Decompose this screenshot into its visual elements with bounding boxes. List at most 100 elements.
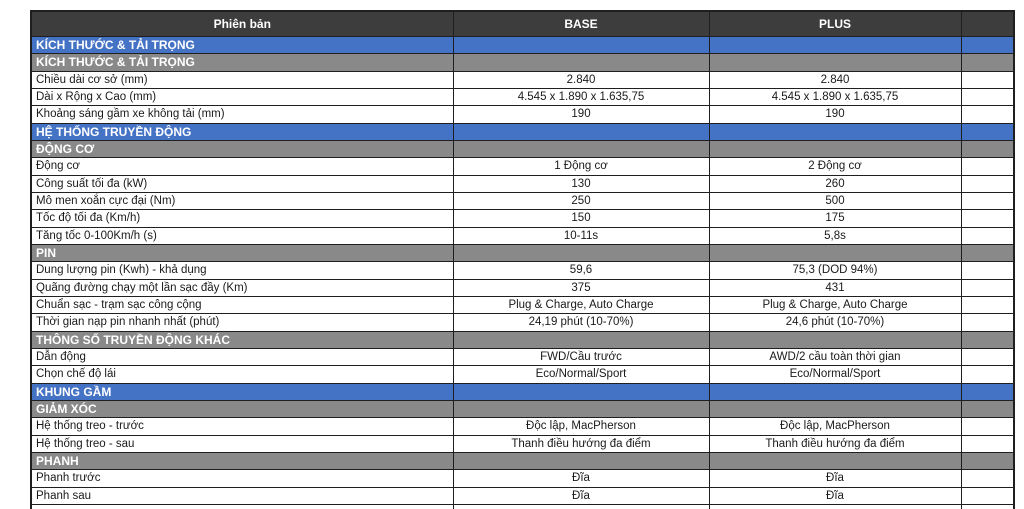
section-fill-cell [452, 382, 710, 401]
base-value-cell: 10-11s [452, 226, 710, 245]
section-fill-cell [708, 243, 962, 263]
plus-value-cell: 24,6 phút (10-70%) [708, 313, 962, 332]
spec-label-cell: Hệ thống treo - sau [30, 434, 454, 453]
extra-cell [960, 209, 1015, 228]
extra-cell [960, 87, 1015, 107]
header-base-cell: BASE [452, 10, 710, 37]
section-fill-cell [960, 382, 1015, 401]
section-fill-cell [708, 382, 962, 401]
spec-table-header: Phiên bản BASE PLUS [30, 10, 1015, 37]
spec-table-body: KÍCH THƯỚC & TẢI TRỌNG KÍCH THƯỚC & TẢI T… [30, 35, 1015, 509]
section-fill-cell [708, 451, 962, 471]
base-value-cell: 190 [452, 105, 710, 124]
spec-row: Tăng tốc 0-100Km/h (s) 10-11s 5,8s [30, 226, 1015, 245]
plus-value-cell: 190 [708, 105, 962, 124]
extra-cell [960, 417, 1015, 436]
spec-row: Chuẩn sạc - trạm sạc công cộng Plug & Cha… [30, 295, 1015, 315]
spec-label-cell: Dung lượng pin (Kwh) - khả dụng [30, 261, 454, 280]
header-extra-cell [960, 10, 1015, 37]
extra-cell [960, 157, 1015, 176]
base-value-cell: Eco/Normal/Sport [452, 365, 710, 384]
section-label-cell: KÍCH THƯỚC & TẢI TRỌNG [30, 53, 454, 72]
base-value-cell [452, 503, 710, 509]
spec-label-cell: Mô men xoắn cực đại (Nm) [30, 191, 454, 211]
spec-row: Dài x Rộng x Cao (mm) 4.545 x 1.890 x 1.6… [30, 87, 1015, 107]
section-fill-cell [960, 399, 1015, 419]
base-value-cell: 1 Động cơ [452, 157, 710, 176]
plus-value-cell: 4.545 x 1.890 x 1.635,75 [708, 87, 962, 107]
spec-label-cell: Công suất tối đa (kW) [30, 174, 454, 193]
plus-value-cell: 500 [708, 191, 962, 211]
spec-row [30, 503, 1015, 509]
section-fill-cell [960, 53, 1015, 72]
spec-label-cell: Chiều dài cơ sở (mm) [30, 70, 454, 89]
spec-row: Động cơ 1 Động cơ 2 Động cơ [30, 157, 1015, 176]
header-plus-cell: PLUS [708, 10, 962, 37]
spec-row: Công suất tối đa (kW) 130 260 [30, 174, 1015, 193]
section-row: THÔNG SỐ TRUYỀN ĐỘNG KHÁC [30, 330, 1015, 349]
spec-label-cell: Tăng tốc 0-100Km/h (s) [30, 226, 454, 245]
spec-row: Hệ thống treo - sau Thanh điều hướng đa đ… [30, 434, 1015, 453]
base-value-cell: 4.545 x 1.890 x 1.635,75 [452, 87, 710, 107]
spec-row: Mô men xoắn cực đại (Nm) 250 500 [30, 191, 1015, 211]
section-label-cell: HỆ THỐNG TRUYỀN ĐỘNG [30, 122, 454, 141]
spec-label-cell: Quãng đường chạy một lần sạc đầy (Km) [30, 278, 454, 297]
base-value-cell: 24,19 phút (10-70%) [452, 313, 710, 332]
section-fill-cell [960, 330, 1015, 349]
spec-row: Dung lượng pin (Kwh) - khả dụng 59,6 75,3 … [30, 261, 1015, 280]
section-fill-cell [708, 330, 962, 349]
section-fill-cell [452, 399, 710, 419]
plus-value-cell: Đĩa [708, 469, 962, 488]
section-fill-cell [960, 139, 1015, 159]
spec-label-cell: Tốc độ tối đa (Km/h) [30, 209, 454, 228]
extra-cell [960, 486, 1015, 505]
extra-cell [960, 503, 1015, 509]
section-fill-cell [452, 122, 710, 141]
plus-value-cell: 75,3 (DOD 94%) [708, 261, 962, 280]
base-value-cell: 150 [452, 209, 710, 228]
section-fill-cell [960, 451, 1015, 471]
spec-row: Khoảng sáng gầm xe không tải (mm) 190 190 [30, 105, 1015, 124]
spec-label-cell: Hệ thống treo - trước [30, 417, 454, 436]
plus-value-cell: Eco/Normal/Sport [708, 365, 962, 384]
spec-row: Phanh sau Đĩa Đĩa [30, 486, 1015, 505]
plus-value-cell: 5,8s [708, 226, 962, 245]
spec-row: Quãng đường chạy một lần sạc đầy (Km) 375… [30, 278, 1015, 297]
extra-cell [960, 365, 1015, 384]
plus-value-cell: Đĩa [708, 486, 962, 505]
spec-label-cell: Phanh trước [30, 469, 454, 488]
section-label-cell: KÍCH THƯỚC & TẢI TRỌNG [30, 35, 454, 55]
section-fill-cell [452, 139, 710, 159]
plus-value-cell: Thanh điều hướng đa điểm [708, 434, 962, 453]
extra-cell [960, 105, 1015, 124]
extra-cell [960, 347, 1015, 367]
plus-value-cell [708, 503, 962, 509]
section-label-cell: THÔNG SỐ TRUYỀN ĐỘNG KHÁC [30, 330, 454, 349]
section-row: GIẢM XÓC [30, 399, 1015, 419]
spec-label-cell: Thời gian nạp pin nhanh nhất (phút) [30, 313, 454, 332]
base-value-cell: Đĩa [452, 486, 710, 505]
section-fill-cell [452, 35, 710, 55]
section-row: PIN [30, 243, 1015, 263]
plus-value-cell: 2.840 [708, 70, 962, 89]
spec-row: Chọn chế độ lái Eco/Normal/Sport Eco/Norma… [30, 365, 1015, 384]
section-fill-cell [452, 451, 710, 471]
section-label-cell: KHUNG GẦM [30, 382, 454, 401]
base-value-cell: Độc lập, MacPherson [452, 417, 710, 436]
base-value-cell: Plug & Charge, Auto Charge [452, 295, 710, 315]
spec-label-cell [30, 503, 454, 509]
section-fill-cell [960, 122, 1015, 141]
spec-label-cell: Phanh sau [30, 486, 454, 505]
section-row: KÍCH THƯỚC & TẢI TRỌNG [30, 53, 1015, 72]
base-value-cell: 130 [452, 174, 710, 193]
extra-cell [960, 469, 1015, 488]
spec-label-cell: Khoảng sáng gầm xe không tải (mm) [30, 105, 454, 124]
section-fill-cell [960, 243, 1015, 263]
plus-value-cell: 260 [708, 174, 962, 193]
spec-row: Tốc độ tối đa (Km/h) 150 175 [30, 209, 1015, 228]
section-row: HỆ THỐNG TRUYỀN ĐỘNG [30, 122, 1015, 141]
section-row: KÍCH THƯỚC & TẢI TRỌNG [30, 35, 1015, 55]
spec-row: Thời gian nạp pin nhanh nhất (phút) 24,19… [30, 313, 1015, 332]
header-row: Phiên bản BASE PLUS [30, 10, 1015, 37]
section-label-cell: PIN [30, 243, 454, 263]
